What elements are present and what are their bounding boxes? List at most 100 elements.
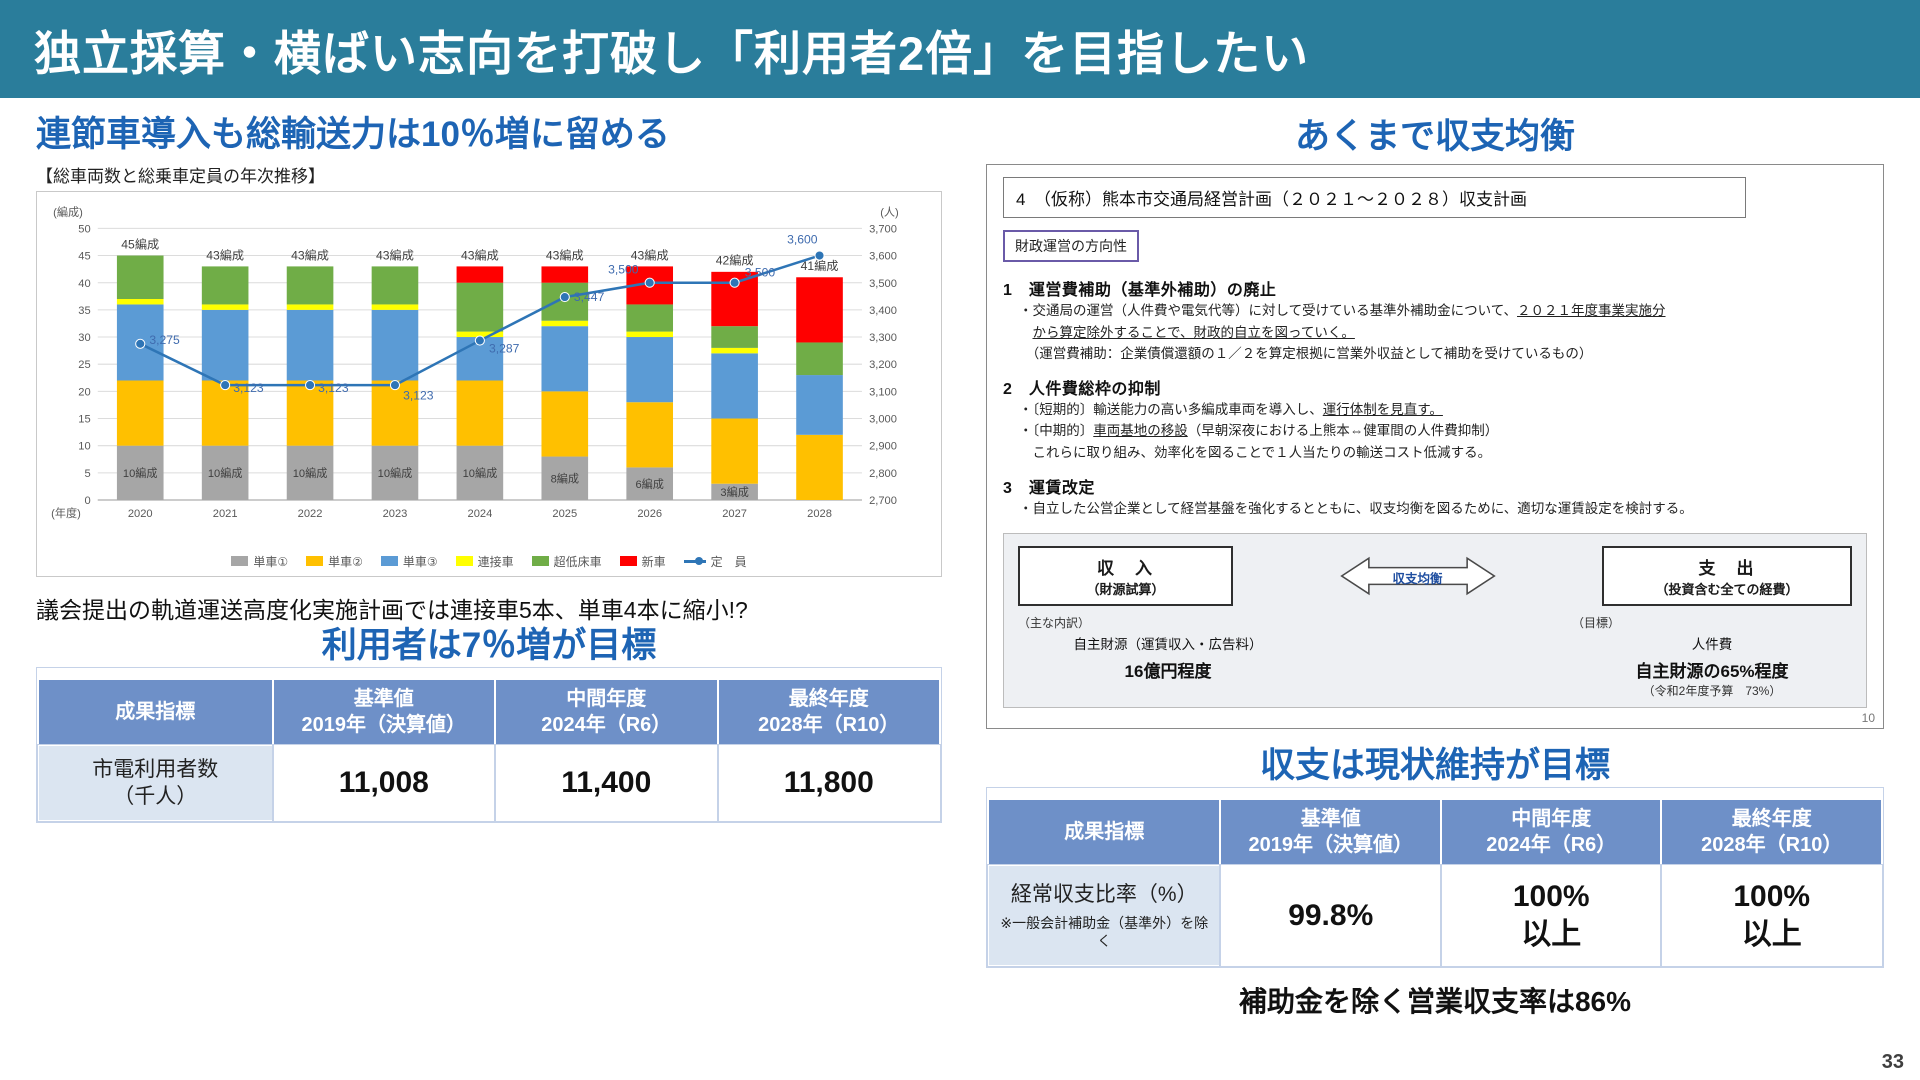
left-note: 議会提出の軌道運送高度化実施計画では連接車5本、単車4本に縮小!? — [36, 596, 748, 623]
svg-text:3,200: 3,200 — [869, 359, 897, 371]
income-box: 収 入 （財源試算） — [1018, 546, 1233, 607]
svg-text:10編成: 10編成 — [208, 466, 243, 480]
svg-text:42編成: 42編成 — [716, 253, 754, 268]
svg-text:3,500: 3,500 — [608, 263, 639, 277]
legend-item: 単車① — [231, 553, 288, 570]
value-final: 100% 以上 — [1660, 864, 1883, 968]
row-label: 市電利用者数 （千人） — [37, 743, 274, 823]
svg-text:6編成: 6編成 — [635, 477, 663, 491]
slide-title-bar: 独立採算・横ばい志向を打破し「利用者2倍」を目指したい — [0, 0, 1920, 98]
left-heading: 連節車導入も総輸送力は10％増に留める — [36, 115, 670, 154]
svg-text:3,600: 3,600 — [787, 232, 818, 246]
header-mid: 中間年度 2024年（R6） — [1439, 798, 1663, 867]
svg-text:3,275: 3,275 — [149, 333, 180, 347]
main-columns: 連節車導入も総輸送力は10％増に留める 【総車両数と総乗車定員の年次推移】 0 5… — [0, 98, 1920, 1020]
value-base: 99.8% — [1219, 864, 1442, 968]
right-column: あくまで収支均衡 4 （仮称）熊本市交通局経営計画（２０２１～２０２８）収支計画… — [986, 114, 1884, 1020]
doc-direction-label: 財政運営の方向性 — [1003, 230, 1139, 262]
svg-text:3,123: 3,123 — [318, 381, 349, 395]
svg-text:41編成: 41編成 — [801, 258, 839, 273]
slide-page-number: 33 — [1881, 1051, 1904, 1073]
svg-text:15: 15 — [78, 414, 90, 426]
balance-arrow-label: 収支均衡 — [1392, 572, 1443, 587]
svg-text:3編成: 3編成 — [720, 485, 748, 499]
svg-text:43編成: 43編成 — [376, 247, 414, 262]
svg-text:3,287: 3,287 — [489, 342, 520, 356]
svg-text:2024: 2024 — [468, 508, 493, 520]
svg-text:2028: 2028 — [807, 508, 832, 520]
svg-text:3,600: 3,600 — [869, 251, 897, 263]
svg-text:30: 30 — [78, 332, 90, 344]
doc-line: から算定除外することで、財政的自立を図っていく。 — [1032, 324, 1355, 340]
value-mid: 100% 以上 — [1439, 864, 1663, 968]
riders-table-heading: 利用者は7％増が目標 — [321, 625, 657, 665]
doc-title: 4 （仮称）熊本市交通局経営計画（２０２１～２０２８）収支計画 — [1003, 177, 1747, 218]
income-notes: （主な内訳） 自主財源（運賃収入・広告料） 16億円程度 — [1018, 616, 1263, 682]
left-column: 連節車導入も総輸送力は10％増に留める 【総車両数と総乗車定員の年次推移】 0 5… — [36, 114, 942, 1020]
svg-text:(編成): (編成) — [53, 205, 83, 219]
svg-text:25: 25 — [78, 359, 90, 371]
doc-section-3: 3 運賃改定 ・自立した公営企業として経営基盤を強化するとともに、収支均衡を図る… — [1003, 474, 1867, 520]
bottom-note: 補助金を除く営業収支率は86% — [1238, 986, 1632, 1018]
doc-line: これらに取り組み、効率化を図ることで１人当たりの輸送コスト低減する。 — [1019, 444, 1492, 460]
svg-text:10編成: 10編成 — [463, 466, 498, 480]
doc-section-2: 2 人件費総枠の抑制 ・〔短期的〕輸送能力の高い多編成車両を導入し、運行体制を見… — [1003, 375, 1867, 464]
value-mid: 11,400 — [494, 743, 719, 823]
balance-table-row: 経常収支比率（%） ※一般会計補助金（基準外）を除く 99.8% 100% 以上 1… — [986, 864, 1883, 968]
balance-table-heading: 収支は現状維持が目標 — [1259, 746, 1610, 786]
svg-text:2021: 2021 — [213, 508, 238, 520]
svg-text:45: 45 — [78, 251, 90, 263]
svg-text:2,900: 2,900 — [869, 441, 897, 453]
svg-text:3,500: 3,500 — [745, 266, 776, 280]
riders-table: 成果指標 基準値 2019年（決算値） 中間年度 2024年（R6） 最終年度 202… — [37, 677, 941, 823]
expense-notes: （目標） 人件費 自主財源の65%程度 （令和2年度予算 73%） — [1572, 616, 1789, 699]
svg-text:10編成: 10編成 — [123, 466, 158, 480]
svg-text:3,400: 3,400 — [869, 305, 897, 317]
svg-text:20: 20 — [78, 386, 90, 398]
header-mid: 中間年度 2024年（R6） — [494, 677, 719, 746]
svg-text:43編成: 43編成 — [631, 247, 669, 262]
balance-table: 成果指標 基準値 2019年（決算値） 中間年度 2024年（R6） 最終年度 202… — [986, 798, 1883, 968]
balance-table-header-row: 成果指標 基準値 2019年（決算値） 中間年度 2024年（R6） 最終年度 202… — [986, 798, 1883, 867]
svg-text:43編成: 43編成 — [206, 247, 244, 262]
svg-text:3,300: 3,300 — [869, 332, 897, 344]
legend-item-line: 定 員 — [683, 553, 747, 570]
header-base: 基準値 2019年（決算値） — [271, 677, 497, 746]
doc-line: （運営費補助：企業債償還額の１／２を算定根拠に営業外収益として補助を受けているも… — [1019, 346, 1593, 362]
svg-text:43編成: 43編成 — [461, 247, 499, 262]
header-kpi: 成果指標 — [37, 677, 274, 746]
balance-diagram: 収 入 （財源試算） 収支均衡 支 出 （投資含む全ての経費） — [1003, 533, 1867, 709]
svg-text:35: 35 — [78, 305, 90, 317]
header-kpi: 成果指標 — [986, 798, 1222, 867]
right-heading: あくまで収支均衡 — [1294, 117, 1575, 156]
legend-item: 単車② — [306, 553, 363, 570]
svg-text:40: 40 — [78, 278, 90, 290]
legend-item: 超低床車 — [531, 553, 602, 570]
plan-document: 4 （仮称）熊本市交通局経営計画（２０２１～２０２８）収支計画 財政運営の方向性… — [986, 164, 1884, 730]
svg-text:10編成: 10編成 — [293, 466, 328, 480]
svg-text:2023: 2023 — [383, 508, 408, 520]
svg-text:2020: 2020 — [128, 508, 153, 520]
svg-text:2026: 2026 — [637, 508, 662, 520]
doc-line: ・〔中期的〕車両基地の移設（早朝深夜における上熊本⇔健軍間の人件費抑制） — [1019, 423, 1499, 439]
fleet-chart-plot: 051015202530354045502,7002,8002,9003,000… — [51, 205, 899, 520]
header-final: 最終年度 2028年（R10） — [716, 677, 941, 746]
svg-text:3,447: 3,447 — [574, 290, 605, 304]
svg-text:3,123: 3,123 — [233, 381, 264, 395]
svg-text:43編成: 43編成 — [546, 247, 584, 262]
svg-text:50: 50 — [78, 223, 90, 235]
doc-page-number: 10 — [1861, 711, 1875, 726]
svg-text:(年度): (年度) — [51, 506, 81, 520]
svg-text:2022: 2022 — [298, 508, 323, 520]
balance-table-wrap: 成果指標 基準値 2019年（決算値） 中間年度 2024年（R6） 最終年度 202… — [986, 787, 1884, 969]
riders-table-row: 市電利用者数 （千人） 11,008 11,400 11,800 — [37, 743, 941, 823]
page-title: 独立採算・横ばい志向を打破し「利用者2倍」を目指したい — [34, 26, 1310, 80]
chart-legend: 単車① 単車② 単車③ 連接車 超低床車 新車定 員 — [41, 553, 937, 570]
svg-text:10: 10 — [78, 441, 90, 453]
svg-text:3,123: 3,123 — [403, 388, 434, 402]
svg-text:0: 0 — [84, 495, 90, 507]
doc-section-1: 1 運営費補助（基準外補助）の廃止 ・交通局の運営（人件費や電気代等）に対して受… — [1003, 276, 1867, 365]
doc-line: ・交通局の運営（人件費や電気代等）に対して受けている基準外補助金について、２０２… — [1019, 303, 1666, 318]
legend-item: 連接車 — [455, 553, 514, 570]
